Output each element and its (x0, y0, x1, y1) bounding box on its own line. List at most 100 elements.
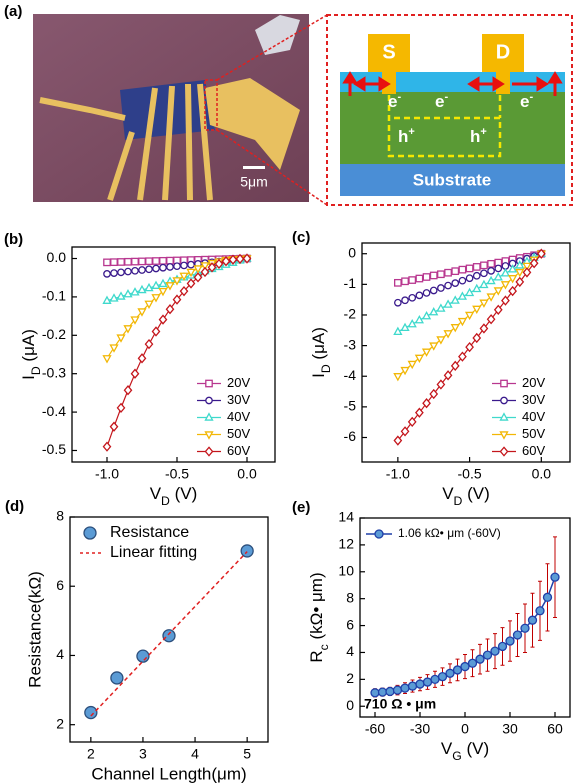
y-tick-label: 10 (338, 562, 354, 578)
marker (421, 348, 432, 357)
x-axis-label-unit: (V) (462, 484, 489, 503)
legend-label: 40V (522, 409, 545, 424)
marker (415, 291, 424, 300)
marker (472, 305, 482, 315)
x-axis-label: VD (V) (442, 484, 490, 508)
marker (165, 304, 175, 315)
marker (204, 446, 214, 457)
marker (487, 259, 495, 268)
marker (151, 294, 161, 303)
marker (508, 264, 518, 273)
marker (536, 248, 546, 259)
marker (159, 263, 167, 272)
zoom-line (216, 129, 328, 206)
legend-label: Resistance (110, 524, 189, 541)
plot-frame (361, 242, 571, 463)
y-axis-label: ID (μA) (19, 329, 43, 380)
marker (400, 426, 410, 437)
legend-label: 60V (522, 443, 545, 458)
marker (422, 677, 433, 687)
marker (499, 431, 509, 440)
marker (486, 293, 496, 302)
electron-label: e- (435, 91, 448, 112)
marker (103, 270, 111, 278)
marker (500, 281, 511, 290)
marker (204, 431, 214, 440)
marker (479, 279, 489, 289)
marker (200, 266, 210, 278)
marker (393, 373, 403, 382)
marker (458, 265, 467, 274)
marker (415, 274, 424, 283)
marker (515, 268, 525, 278)
marker (393, 326, 403, 336)
legend-label: 30V (522, 392, 545, 407)
panel-label: (c) (292, 229, 310, 246)
marker (158, 314, 168, 325)
legend-label: 20V (522, 375, 545, 390)
y-axis-label-main: I (19, 375, 38, 380)
y-tick-label: -0.5 (42, 441, 66, 457)
marker (490, 646, 500, 656)
marker (130, 316, 140, 325)
marker (430, 674, 440, 685)
marker (499, 446, 509, 457)
electron-symbol: e (388, 92, 397, 111)
substrate-label: Substrate (413, 170, 491, 189)
marker (465, 264, 474, 273)
marker (193, 272, 203, 283)
marker (205, 396, 213, 405)
y-tick-label: 8 (56, 508, 64, 524)
marker (422, 273, 431, 281)
y-tick-label: -6 (344, 428, 357, 444)
marker (452, 665, 463, 675)
x-axis-label-sub: G (452, 749, 462, 763)
marker (102, 295, 112, 304)
x-axis-label-unit: (V) (462, 739, 489, 758)
marker (407, 360, 417, 370)
marker (151, 280, 161, 289)
hole-symbol: h (470, 127, 480, 146)
legend-label: 40V (227, 409, 250, 424)
scale-label: 5μm (240, 174, 268, 190)
marker (460, 661, 470, 672)
marker (374, 529, 384, 539)
y-tick-label: 12 (338, 536, 354, 552)
y-tick-label: 8 (346, 589, 354, 605)
marker (515, 260, 525, 269)
marker (109, 344, 119, 353)
marker (116, 291, 126, 300)
marker (242, 253, 252, 264)
marker (123, 325, 133, 334)
marker (145, 265, 153, 274)
y-axis-label: Rc (kΩ• μm) (307, 572, 331, 662)
marker (515, 276, 525, 288)
marker (172, 294, 182, 305)
panel-label: (e) (292, 499, 310, 516)
marker (186, 268, 196, 278)
marker (499, 412, 509, 421)
marker (542, 592, 553, 602)
drain-contact (482, 34, 524, 72)
electron-sign: - (444, 91, 448, 103)
hole-label: h+ (398, 126, 415, 147)
x-tick-label: 5 (243, 746, 251, 762)
marker (400, 322, 410, 332)
hole-path (387, 95, 502, 158)
marker (497, 641, 508, 652)
legend-label: 30V (227, 392, 250, 407)
pad (205, 78, 300, 170)
y-axis-label-main: I (309, 373, 328, 378)
x-tick-label: -1.0 (95, 466, 119, 482)
source-label: S (382, 41, 395, 63)
marker (180, 261, 188, 270)
y-axis-label-unit: (kΩ• μm) (307, 572, 326, 644)
marker (436, 379, 446, 390)
y-tick-label: 14 (338, 509, 354, 525)
legend-label: 50V (227, 426, 250, 441)
marker (123, 289, 133, 298)
marker (480, 261, 488, 270)
marker (522, 267, 532, 278)
y-axis-label-unit: (μA) (19, 329, 38, 366)
marker (457, 317, 468, 327)
